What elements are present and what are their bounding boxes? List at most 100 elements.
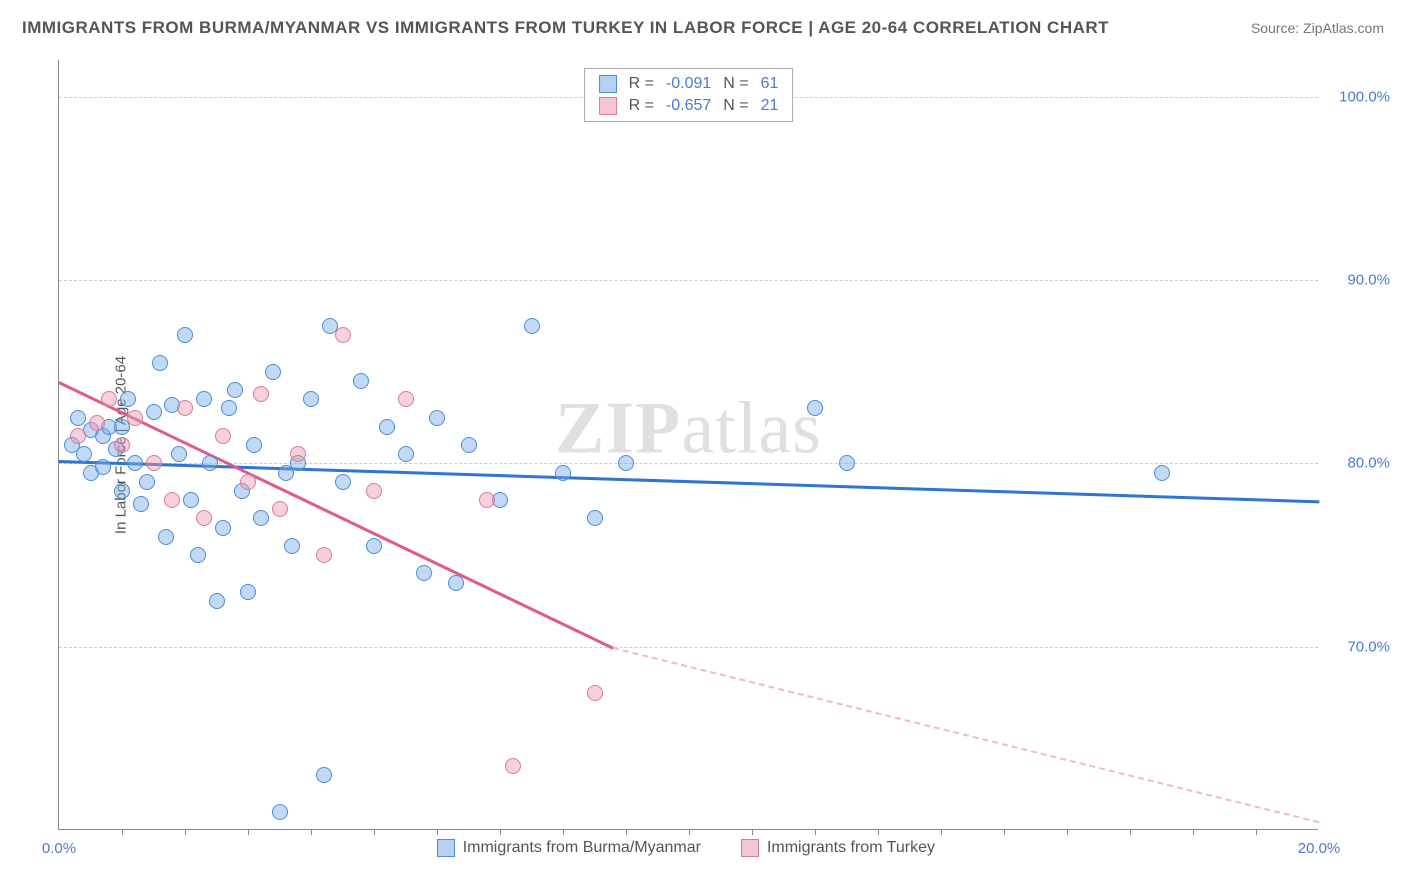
trend-line [58,381,613,649]
data-point [158,529,174,545]
x-minor-tick [878,829,879,835]
chart-title: IMMIGRANTS FROM BURMA/MYANMAR VS IMMIGRA… [22,18,1109,38]
data-point [164,492,180,508]
x-tick-label: 20.0% [1298,840,1341,857]
data-point [316,767,332,783]
data-point [398,446,414,462]
data-point [114,483,130,499]
data-point [240,474,256,490]
data-point [89,415,105,431]
data-point [127,455,143,471]
y-tick-label: 70.0% [1347,638,1390,655]
data-point [120,391,136,407]
data-point [215,520,231,536]
data-point [398,391,414,407]
x-minor-tick [374,829,375,835]
data-point [839,455,855,471]
data-point [265,364,281,380]
legend-swatch [599,97,617,115]
x-minor-tick [122,829,123,835]
y-tick-label: 100.0% [1339,88,1390,105]
x-minor-tick [626,829,627,835]
x-minor-tick [1004,829,1005,835]
chart-header: IMMIGRANTS FROM BURMA/MYANMAR VS IMMIGRA… [0,0,1406,48]
x-minor-tick [941,829,942,835]
data-point [429,410,445,426]
data-point [1154,465,1170,481]
chart-area: In Labor Force | Age 20-64 ZIPatlas 70.0… [40,60,1380,830]
gridline [59,280,1318,281]
legend-label: Immigrants from Turkey [767,839,935,857]
data-point [618,455,634,471]
data-point [335,474,351,490]
data-point [272,804,288,820]
data-point [95,459,111,475]
data-point [133,496,149,512]
data-point [272,501,288,517]
data-point [366,483,382,499]
data-point [127,410,143,426]
n-label: N = [723,75,748,93]
n-value: 61 [761,75,779,93]
legend-item: Immigrants from Turkey [741,839,935,857]
data-point [183,492,199,508]
data-point [335,327,351,343]
data-point [190,547,206,563]
r-value: -0.657 [666,97,711,115]
data-point [171,446,187,462]
data-point [196,510,212,526]
r-value: -0.091 [666,75,711,93]
correlation-row: R =-0.657N =21 [585,95,793,117]
y-tick-label: 90.0% [1347,272,1390,289]
gridline [59,647,1318,648]
data-point [448,575,464,591]
r-label: R = [629,97,654,115]
data-point [253,386,269,402]
data-point [114,437,130,453]
data-point [587,685,603,701]
data-point [221,400,237,416]
legend-label: Immigrants from Burma/Myanmar [463,839,701,857]
legend-swatch [741,839,759,857]
data-point [177,400,193,416]
x-minor-tick [1193,829,1194,835]
data-point [76,446,92,462]
data-point [177,327,193,343]
data-point [524,318,540,334]
source-label: Source: ZipAtlas.com [1251,20,1384,36]
data-point [139,474,155,490]
x-minor-tick [185,829,186,835]
x-minor-tick [248,829,249,835]
data-point [70,410,86,426]
correlation-legend: R =-0.091N =61R =-0.657N =21 [584,68,794,122]
data-point [461,437,477,453]
x-minor-tick [500,829,501,835]
gridline [59,463,1318,464]
data-point [202,455,218,471]
series-legend: Immigrants from Burma/Myanmar Immigrants … [437,839,935,857]
data-point [196,391,212,407]
data-point [303,391,319,407]
watermark: ZIPatlas [555,387,822,472]
legend-item: Immigrants from Burma/Myanmar [437,839,701,857]
data-point [227,382,243,398]
data-point [290,446,306,462]
data-point [379,419,395,435]
data-point [152,355,168,371]
data-point [209,593,225,609]
data-point [146,404,162,420]
data-point [101,391,117,407]
data-point [505,758,521,774]
r-label: R = [629,75,654,93]
scatter-plot: ZIPatlas 70.0%80.0%90.0%100.0%0.0%20.0%R… [58,60,1318,830]
n-label: N = [723,97,748,115]
data-point [366,538,382,554]
data-point [416,565,432,581]
x-minor-tick [752,829,753,835]
legend-swatch [437,839,455,857]
trend-line [613,647,1319,823]
data-point [284,538,300,554]
x-minor-tick [563,829,564,835]
data-point [253,510,269,526]
x-tick-label: 0.0% [42,840,76,857]
